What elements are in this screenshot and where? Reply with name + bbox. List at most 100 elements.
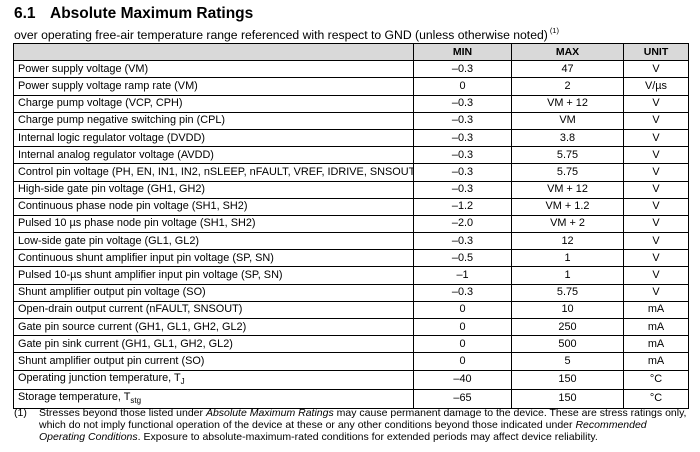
- max-cell: 5: [511, 352, 624, 371]
- max-cell: 12: [511, 232, 624, 251]
- footnote-part: . Exposure to absolute-maximum-rated con…: [137, 431, 598, 444]
- unit-cell: V: [623, 266, 689, 285]
- max-cell: 5.75: [511, 283, 624, 302]
- table-row: Pulsed 10-µs shunt amplifier input pin v…: [13, 266, 689, 285]
- parameter-cell: Charge pump voltage (VCP, CPH): [13, 94, 414, 113]
- table-row: Internal analog regulator voltage (AVDD)…: [13, 146, 689, 165]
- parameter-cell: Gate pin source current (GH1, GL1, GH2, …: [13, 317, 414, 337]
- header-parameter: [13, 42, 414, 62]
- unit-cell: V: [623, 232, 689, 251]
- table-row: Control pin voltage (PH, EN, IN1, IN2, n…: [13, 163, 689, 182]
- table-row: High-side gate pin voltage (GH1, GH2) –0.…: [13, 180, 689, 199]
- footnote-ref: (1): [549, 26, 559, 35]
- table-row: Power supply voltage ramp rate (VM) 0 2 V/µ…: [13, 77, 689, 96]
- unit-cell: V/µs: [623, 77, 689, 96]
- unit-cell: V: [623, 214, 689, 234]
- min-cell: 0: [413, 335, 512, 354]
- unit-cell: mA: [623, 300, 689, 320]
- parameter-cell: Pulsed 10-µs shunt amplifier input pin v…: [13, 266, 414, 285]
- header-max: MAX: [511, 42, 624, 62]
- table-row: Pulsed 10 µs phase node pin voltage (SH1…: [13, 214, 689, 234]
- section-number: 6.1: [14, 5, 36, 22]
- table-row: Charge pump negative switching pin (CPL)…: [13, 111, 689, 130]
- max-cell: VM + 2: [511, 214, 624, 234]
- max-cell: 5.75: [511, 146, 624, 165]
- max-cell: 500: [511, 335, 624, 354]
- table-row: Operating junction temperature, TJ –40 150…: [13, 369, 689, 390]
- footnote-emphasis: Absolute Maximum Ratings: [205, 407, 334, 419]
- max-cell: 150: [511, 369, 624, 390]
- unit-cell: mA: [623, 335, 689, 354]
- unit-cell: mA: [623, 317, 689, 337]
- parameter-subscript: J: [180, 376, 185, 386]
- parameter-subscript: stg: [130, 395, 142, 405]
- unit-cell: °C: [623, 369, 689, 390]
- parameter-cell: Power supply voltage ramp rate (VM): [13, 77, 414, 96]
- max-cell: 250: [511, 317, 624, 337]
- table-header-row: MIN MAX UNIT: [13, 42, 689, 62]
- subtitle-text: over operating free-air temperature rang…: [14, 28, 548, 43]
- parameter-cell: Continuous phase node pin voltage (SH1, …: [13, 197, 414, 216]
- footnote-part: Stresses beyond those listed under: [39, 407, 206, 419]
- min-cell: –1.2: [413, 197, 512, 216]
- unit-cell: V: [623, 283, 689, 302]
- section-title-text: Absolute Maximum Ratings: [50, 5, 254, 22]
- parameter-cell: Charge pump negative switching pin (CPL): [13, 111, 414, 130]
- table-row: Charge pump voltage (VCP, CPH) –0.3 VM + 1…: [13, 94, 689, 113]
- footnote-part: may cause permanent damage to the device…: [39, 407, 687, 432]
- table-row: Shunt amplifier output pin current (SO) 0…: [13, 352, 689, 371]
- table-row: Low-side gate pin voltage (GL1, GL2) –0.3…: [13, 232, 689, 251]
- min-cell: –0.3: [413, 146, 512, 165]
- table-row: Power supply voltage (VM) –0.3 47 V: [13, 60, 689, 79]
- ratings-table: MIN MAX UNIT Power supply voltage (VM) –0…: [13, 42, 689, 409]
- max-cell: 5.75: [511, 163, 624, 182]
- min-cell: –0.3: [413, 180, 512, 199]
- unit-cell: V: [623, 163, 689, 182]
- min-cell: –0.3: [413, 232, 512, 251]
- unit-cell: V: [623, 128, 689, 148]
- header-min: MIN: [413, 42, 512, 62]
- table-row: Internal logic regulator voltage (DVDD) –…: [13, 128, 689, 148]
- footnote-marker: (1): [14, 407, 27, 419]
- min-cell: –0.3: [413, 163, 512, 182]
- unit-cell: V: [623, 197, 689, 216]
- parameter-cell: High-side gate pin voltage (GH1, GH2): [13, 180, 414, 199]
- parameter-cell: Low-side gate pin voltage (GL1, GL2): [13, 232, 414, 251]
- table-row: Continuous shunt amplifier input pin vol…: [13, 249, 689, 268]
- table-body: Power supply voltage (VM) –0.3 47 V Power su…: [13, 60, 689, 409]
- max-cell: 47: [511, 60, 624, 79]
- table-row: Gate pin source current (GH1, GL1, GH2, …: [13, 317, 689, 337]
- min-cell: –0.3: [413, 94, 512, 113]
- parameter-cell: Shunt amplifier output pin current (SO): [13, 352, 414, 371]
- table-subtitle: over operating free-air temperature rang…: [14, 26, 559, 43]
- parameter-cell: Internal analog regulator voltage (AVDD): [13, 146, 414, 165]
- min-cell: –0.3: [413, 111, 512, 130]
- parameter-text: Storage temperature, T: [18, 390, 131, 403]
- unit-cell: V: [623, 146, 689, 165]
- max-cell: VM + 1.2: [511, 197, 624, 216]
- unit-cell: V: [623, 249, 689, 268]
- footnote-emphasis: Recommended Operating Conditions: [39, 419, 647, 444]
- unit-cell: V: [623, 60, 689, 79]
- parameter-text: Operating junction temperature, T: [18, 371, 181, 384]
- max-cell: VM: [511, 111, 624, 130]
- min-cell: 0: [413, 317, 512, 337]
- max-cell: VM + 12: [511, 180, 624, 199]
- footnote-text: Stresses beyond those listed under Absol…: [39, 407, 694, 444]
- max-cell: 1: [511, 266, 624, 285]
- parameter-cell: Control pin voltage (PH, EN, IN1, IN2, n…: [13, 163, 414, 182]
- parameter-cell: Internal logic regulator voltage (DVDD): [13, 128, 414, 148]
- unit-cell: V: [623, 111, 689, 130]
- min-cell: –0.5: [413, 249, 512, 268]
- section-title: 6.1 Absolute Maximum Ratings: [14, 5, 253, 23]
- min-cell: –0.3: [413, 283, 512, 302]
- unit-cell: V: [623, 180, 689, 199]
- min-cell: –2.0: [413, 214, 512, 234]
- footnote: (1) Stresses beyond those listed under A…: [14, 407, 694, 444]
- table-row: Shunt amplifier output pin voltage (SO) –…: [13, 283, 689, 302]
- parameter-cell: Gate pin sink current (GH1, GL1, GH2, GL…: [13, 335, 414, 354]
- max-cell: 1: [511, 249, 624, 268]
- min-cell: –0.3: [413, 60, 512, 79]
- parameter-cell: Operating junction temperature, TJ: [13, 369, 414, 390]
- unit-cell: V: [623, 94, 689, 113]
